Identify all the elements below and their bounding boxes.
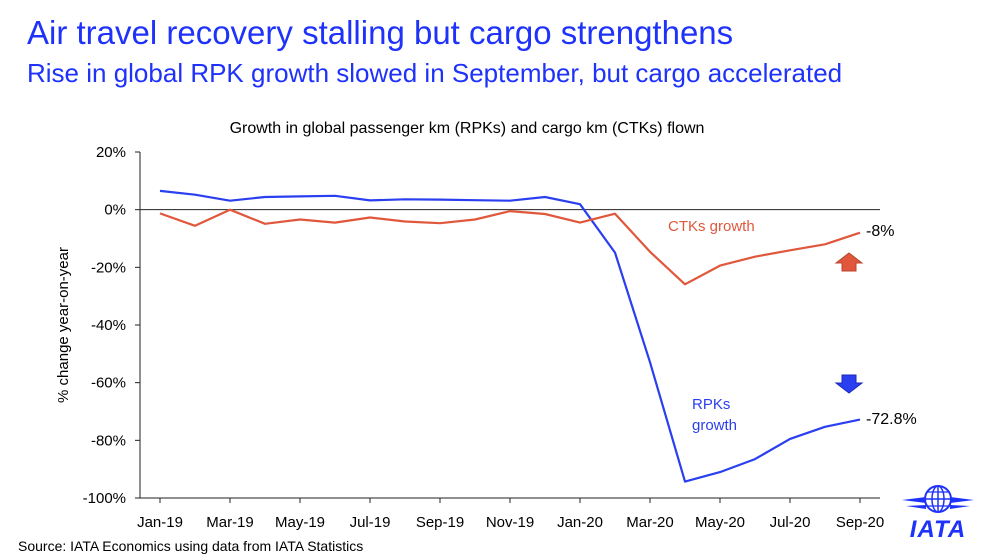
globe-icon [902, 485, 974, 513]
rpk-end-value-label: -72.8% [866, 411, 917, 428]
x-tick-label: Sep-19 [416, 514, 464, 531]
source-note: Source: IATA Economics using data from I… [18, 538, 364, 554]
iata-logo: IATA [898, 480, 978, 552]
y-tick-label: -40% [91, 317, 126, 334]
rpk-down-arrow-icon [834, 374, 864, 394]
logo-wordmark: IATA [909, 516, 967, 543]
x-tick-label: Nov-19 [486, 514, 534, 531]
y-tick-labels: 20% 0% -20% -40% -60% -80% -100% [83, 144, 126, 507]
ctk-up-arrow-icon [834, 252, 864, 272]
y-tick-label: 0% [104, 202, 126, 219]
x-tick-label: Jul-19 [350, 514, 391, 531]
x-tick-label: Sep-20 [836, 514, 884, 531]
y-axis-label: % change year-on-year [55, 247, 72, 403]
rpk-series-label-line2: growth [692, 417, 737, 434]
x-tick-label: Jul-20 [770, 514, 811, 531]
x-tick-label: May-20 [695, 514, 745, 531]
y-tick-label: -60% [91, 375, 126, 392]
x-tick-label: Mar-19 [206, 514, 254, 531]
page-subtitle: Rise in global RPK growth slowed in Sept… [27, 58, 843, 88]
chart-title: Growth in global passenger km (RPKs) and… [230, 120, 705, 137]
series-line-ctk [159, 208, 861, 286]
x-tick-label: Jan-19 [137, 514, 183, 531]
series-line-rpk [159, 189, 861, 483]
chart-series [159, 189, 861, 483]
page-title: Air travel recovery stalling but cargo s… [27, 14, 734, 51]
x-tick-label: May-19 [275, 514, 325, 531]
y-tick-label: -80% [91, 432, 126, 449]
x-tick-labels: Jan-19 Mar-19 May-19 Jul-19 Sep-19 Nov-19 Jan-… [137, 514, 884, 531]
chart-annotations: CTKs growth RPKs growth -8% -72.8% [668, 218, 917, 434]
y-tick-label: 20% [96, 144, 126, 161]
ctk-end-value-label: -8% [866, 223, 894, 240]
ctk-series-label: CTKs growth [668, 218, 755, 235]
chart-axes [135, 151, 880, 503]
y-tick-label: -100% [83, 490, 126, 507]
rpk-series-label-line1: RPKs [692, 396, 730, 413]
x-tick-label: Mar-20 [626, 514, 674, 531]
y-tick-label: -20% [91, 259, 126, 276]
x-tick-label: Jan-20 [557, 514, 603, 531]
